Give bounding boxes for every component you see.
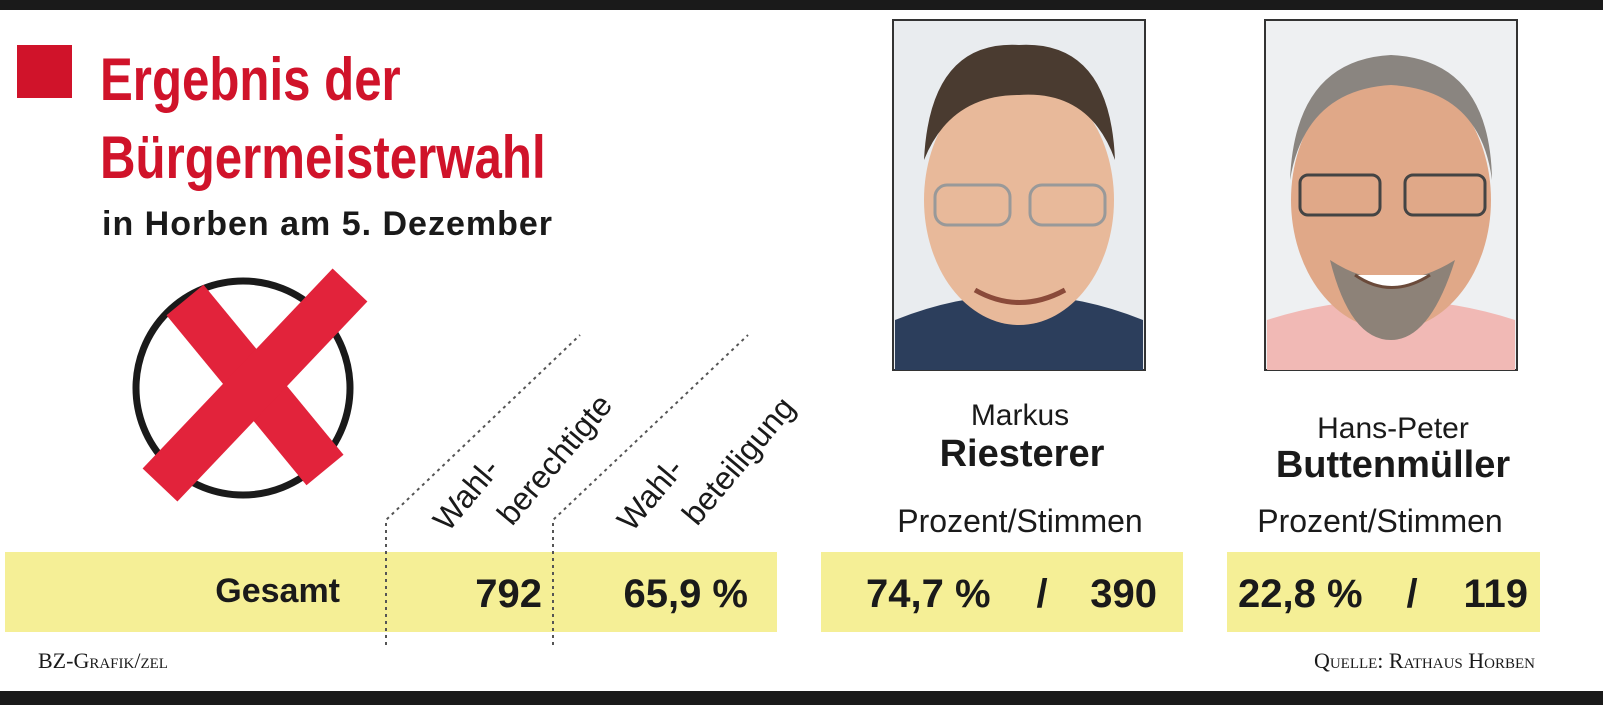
column-header: berechtigte (490, 387, 619, 531)
percent: 74,7 % (866, 572, 991, 616)
votes: 390 (1090, 572, 1157, 616)
column-label: Prozent/Stimmen (897, 503, 1142, 539)
photo (1264, 19, 1518, 371)
column-label: Prozent/Stimmen (1257, 503, 1502, 539)
row-band (5, 552, 777, 632)
last-name: Riesterer (940, 433, 1105, 475)
last-name: Buttenmüller (1276, 444, 1511, 486)
first-name: Markus (971, 399, 1069, 432)
ballot-cross (142, 268, 368, 502)
ballot-circle (132, 277, 354, 499)
column-header: Wahl- (610, 451, 691, 537)
title-marker (17, 45, 72, 98)
votes: 119 (1463, 572, 1528, 616)
row-label: Gesamt (215, 572, 340, 610)
eligible: 792 (475, 572, 542, 616)
title-line: Ergebnis der (100, 45, 401, 113)
top-bar (0, 0, 1603, 10)
column-header: Wahl- (426, 451, 507, 537)
divider (385, 334, 749, 645)
first-name: Hans-Peter (1317, 412, 1469, 445)
title-line: Bürgermeisterwahl (100, 123, 546, 191)
turnout: 65,9 % (623, 572, 748, 616)
percent: 22,8 % (1238, 572, 1363, 616)
row-band (821, 552, 1183, 632)
subtitle: in Horben am 5. Dezember (102, 205, 553, 243)
column-header: beteiligung (675, 390, 802, 532)
separator: / (1406, 572, 1417, 616)
bottom-bar (0, 691, 1603, 705)
source: Quelle: Rathaus Horben (1314, 648, 1535, 673)
row-band (1227, 552, 1540, 632)
separator: / (1036, 572, 1047, 616)
credit: BZ-Grafik/zel (38, 648, 168, 673)
photo (892, 19, 1146, 371)
